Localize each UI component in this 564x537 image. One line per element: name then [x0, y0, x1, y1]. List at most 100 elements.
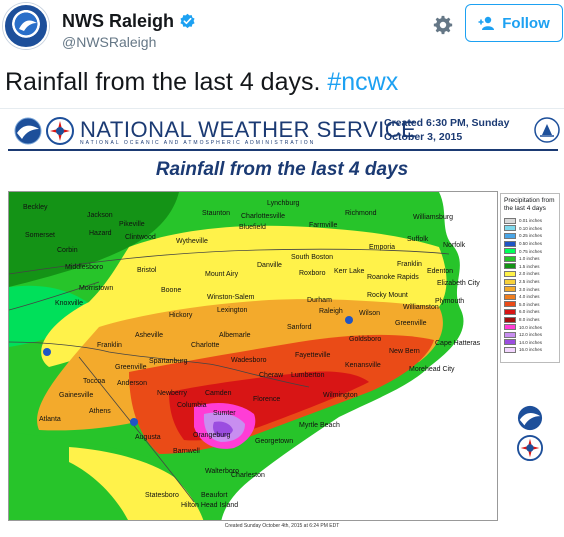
precipitation-legend: Precipitation from the last 4 days 0.01 … — [500, 193, 560, 363]
map-place-label: Winston-Salem — [207, 294, 255, 301]
map-place-label: Lynchburg — [267, 200, 300, 207]
map-place-label: Camden — [205, 390, 232, 397]
legend-swatch — [504, 346, 516, 353]
map-place-label: Middlesboro — [65, 264, 104, 271]
legend-row: 16.0 inches — [501, 346, 559, 354]
map-place-label: Jackson — [87, 212, 113, 219]
map-place-label: Bristol — [137, 267, 157, 274]
legend-label: 6.0 inches — [519, 309, 540, 315]
legend-label: 0.50 inches — [519, 241, 543, 247]
map-footer-note: Created Sunday October 4th, 2015 at 6:24… — [224, 523, 340, 529]
created-line-2: October 3, 2015 — [384, 131, 463, 143]
map-place-label: Danville — [257, 262, 282, 269]
tn-nc-border — [9, 281, 100, 311]
legend-swatch — [504, 248, 516, 255]
map-place-label: Orangeburg — [193, 432, 231, 439]
legend-label: 12.0 inches — [519, 332, 543, 338]
display-name[interactable]: NWS Raleigh — [62, 11, 175, 31]
verified-badge-icon — [180, 13, 195, 29]
map-place-label: Lumberton — [291, 372, 325, 379]
map-place-label: Suffolk — [407, 236, 429, 243]
legend-swatch — [504, 331, 516, 338]
map-title: Rainfall from the last 4 days — [155, 159, 409, 180]
map-place-label: Morristown — [79, 285, 114, 292]
legend-row: 1.5 inches — [501, 263, 559, 271]
map-place-label: Hazard — [89, 230, 112, 237]
map-place-label: Plymouth — [435, 298, 465, 305]
legend-label: 0.75 inches — [519, 248, 543, 254]
map-place-label: Somerset — [25, 232, 55, 239]
legend-row: 12.0 inches — [501, 331, 559, 339]
legend-row: 0.01 inches — [501, 217, 559, 225]
legend-logos — [510, 401, 550, 465]
nws-bird-icon — [19, 20, 37, 31]
map-place-label: Charlotte — [191, 342, 220, 349]
legend-row: 10.0 inches — [501, 323, 559, 331]
created-line-1: Created 6:30 PM, Sunday — [384, 117, 510, 129]
legend-swatch — [504, 263, 516, 270]
map-place-label: Florence — [253, 396, 281, 403]
map-place-label: Newberry — [157, 390, 187, 397]
legend-swatch — [504, 217, 516, 224]
legend-label: 1.0 inches — [519, 256, 540, 262]
nws-logo-avatar[interactable] — [3, 3, 49, 49]
legend-label: 8.0 inches — [519, 317, 540, 323]
map-place-label: Elizabeth City — [437, 280, 480, 287]
tweet-media-image[interactable]: NATIONAL WEATHER SERVICE NATIONAL OCEANI… — [0, 108, 564, 537]
map-place-label: Boone — [161, 287, 182, 294]
legend-row: 8.0 inches — [501, 316, 559, 324]
legend-label: 3.0 inches — [519, 286, 540, 292]
tweet-body: Rainfall from the last 4 days. — [5, 68, 321, 96]
follow-button[interactable]: Follow — [465, 4, 563, 42]
map-place-label: Goldsboro — [349, 336, 382, 343]
legend-row: 0.25 inches — [501, 232, 559, 240]
ocean-area — [221, 192, 497, 520]
map-place-label: Cheraw — [259, 372, 284, 379]
yellow-region-south — [69, 447, 204, 520]
map-place-label: Sumter — [213, 410, 236, 417]
map-place-label: Franklin — [397, 261, 422, 268]
legend-row: 5.0 inches — [501, 301, 559, 309]
legend-label: 2.5 inches — [519, 279, 540, 285]
legend-swatch — [504, 293, 516, 300]
map-place-label: Fayetteville — [295, 352, 331, 359]
legend-swatch — [504, 255, 516, 262]
map-place-label: Hickory — [169, 312, 193, 319]
legend-label: 5.0 inches — [519, 301, 540, 307]
map-place-label: Rocky Mount — [367, 292, 408, 299]
legend-row: 2.0 inches — [501, 270, 559, 278]
map-place-label: Franklin — [97, 342, 122, 349]
legend-label: 16.0 inches — [519, 347, 543, 353]
gear-icon[interactable] — [432, 14, 454, 36]
map-place-label: Morehead City — [409, 366, 455, 373]
add-person-icon — [478, 16, 495, 30]
violet-rain-core — [213, 421, 233, 437]
account-handle[interactable]: @NWSRaleigh — [62, 34, 157, 50]
map-place-label: Wytheville — [176, 238, 208, 245]
hashtag-link[interactable]: #ncwx — [327, 68, 399, 96]
rainfall-map-graphic — [9, 192, 497, 520]
map-place-label: Clintwood — [125, 234, 156, 241]
map-place-label: Athens — [89, 408, 111, 415]
map-place-label: Raleigh — [319, 308, 343, 315]
legend-swatch — [504, 301, 516, 308]
legend-row: 4.0 inches — [501, 293, 559, 301]
legend-row: 0.10 inches — [501, 225, 559, 233]
map-place-label: Williamsburg — [413, 214, 454, 221]
nws-logo-icon — [517, 435, 543, 461]
map-place-label: Augusta — [135, 434, 161, 441]
map-place-label: Corbin — [57, 247, 78, 254]
map-place-label: Walterboro — [205, 468, 239, 475]
map-place-label: Knoxville — [55, 300, 84, 307]
interstate-shield — [130, 418, 138, 426]
map-place-label: Charlottesville — [241, 213, 285, 220]
map-place-label: Barnwell — [173, 448, 200, 455]
legend-row: 1.0 inches — [501, 255, 559, 263]
follow-label: Follow — [502, 14, 550, 32]
legend-swatch — [504, 270, 516, 277]
map-place-label: Norfolk — [443, 242, 466, 249]
account-name-row: NWS Raleigh — [62, 11, 196, 32]
map-place-label: Wadesboro — [231, 357, 267, 364]
legend-title: Precipitation from the last 4 days — [504, 197, 555, 212]
tweet-header: NWS Raleigh @NWSRaleigh Follow — [0, 0, 564, 60]
